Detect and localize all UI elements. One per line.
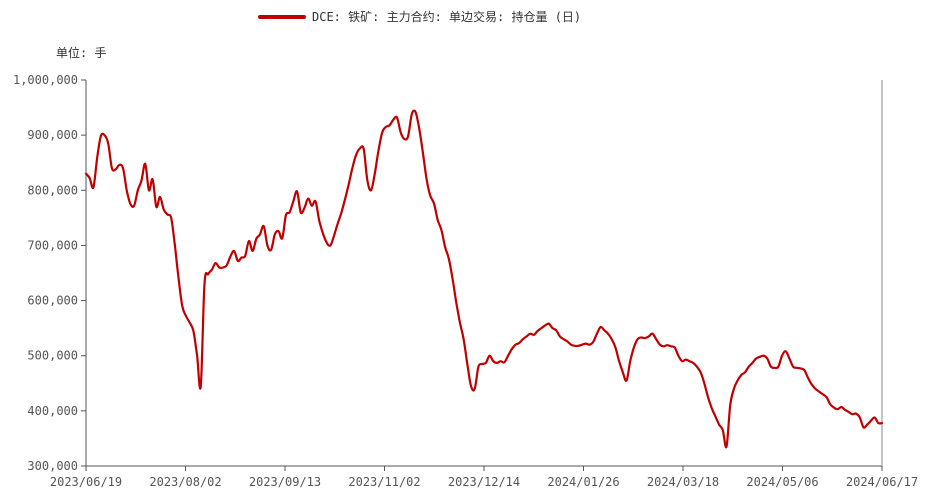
y-tick-label: 500,000 xyxy=(27,349,78,363)
y-tick-label: 1,000,000 xyxy=(13,73,78,87)
x-tick-label: 2023/06/19 xyxy=(50,475,122,489)
x-tick-label: 2024/06/17 xyxy=(846,475,918,489)
unit-label: 单位: 手 xyxy=(56,46,107,60)
y-axis-ticks: 1,000,000 900,000 800,000 700,000 600,000 500… xyxy=(13,73,86,473)
x-tick-label: 2023/08/02 xyxy=(149,475,221,489)
x-tick-label: 2023/12/14 xyxy=(448,475,520,489)
x-tick-label: 2024/01/26 xyxy=(547,475,619,489)
x-tick-label: 2023/11/02 xyxy=(348,475,420,489)
x-tick-label: 2024/05/06 xyxy=(746,475,818,489)
y-tick-label: 900,000 xyxy=(27,128,78,142)
y-tick-label: 300,000 xyxy=(27,459,78,473)
legend-swatch xyxy=(258,14,306,19)
y-tick-label: 700,000 xyxy=(27,238,78,252)
x-tick-label: 2023/09/13 xyxy=(249,475,321,489)
series-line-0[interactable] xyxy=(84,109,884,449)
y-tick-label: 800,000 xyxy=(27,183,78,197)
series-layer xyxy=(84,109,884,449)
legend[interactable]: DCE: 铁矿: 主力合约: 单边交易: 持仓量 (日) xyxy=(258,8,581,25)
x-tick-label: 2024/03/18 xyxy=(647,475,719,489)
y-tick-label: 400,000 xyxy=(27,404,78,418)
legend-label: DCE: 铁矿: 主力合约: 单边交易: 持仓量 (日) xyxy=(312,10,582,24)
y-tick-label: 600,000 xyxy=(27,294,78,308)
x-axis-ticks: 2023/06/19 2023/08/02 2023/09/13 2023/11/02… xyxy=(50,466,918,489)
